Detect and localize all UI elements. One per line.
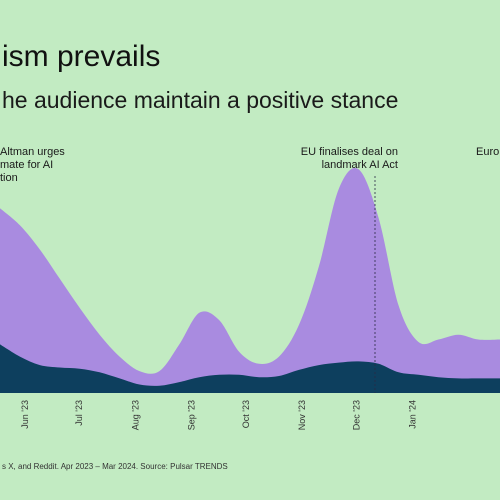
- annotation-text: EU finalises deal on: [301, 146, 398, 158]
- series-positive-area: [0, 168, 500, 393]
- x-tick-label: Jul '23: [74, 400, 84, 426]
- x-tick-label: Sep '23: [186, 400, 196, 430]
- x-tick-label: Aug '23: [130, 400, 140, 430]
- x-tick-label: Jun '23: [20, 400, 30, 429]
- chart-title: ism prevails: [2, 40, 161, 73]
- annotation-text: Altman urges: [0, 146, 65, 158]
- annotation-text: mate for AI: [0, 159, 53, 171]
- x-tick-label: Nov '23: [297, 400, 307, 430]
- annotation-text: Euro: [476, 146, 499, 158]
- x-tick-label: Oct '23: [241, 400, 251, 428]
- chart-subtitle: he audience maintain a positive stance: [2, 87, 399, 113]
- x-tick-label: Jan '24: [407, 400, 417, 429]
- source-note: s X, and Reddit. Apr 2023 – Mar 2024. So…: [2, 462, 228, 471]
- x-tick-label: Dec '23: [351, 400, 361, 430]
- annotation-text: landmark AI Act: [322, 159, 398, 171]
- annotation-text: tion: [0, 172, 18, 184]
